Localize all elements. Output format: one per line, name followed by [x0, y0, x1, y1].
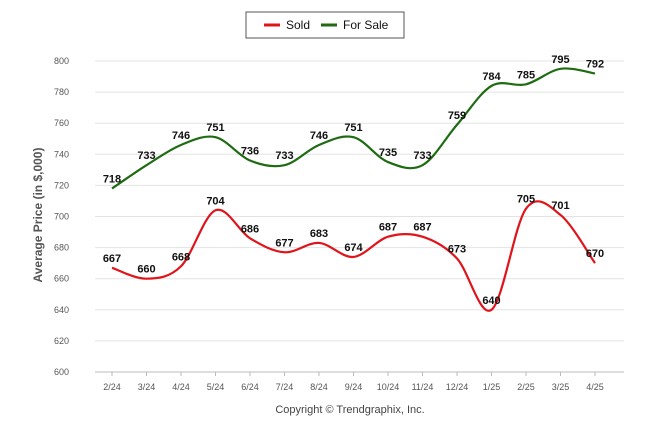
legend-label-for-sale: For Sale — [343, 18, 389, 32]
data-label-sold: 640 — [482, 295, 500, 307]
y-tick-label: 740 — [54, 149, 69, 159]
data-label-for-sale: 733 — [413, 150, 431, 162]
data-label-for-sale: 733 — [275, 150, 293, 162]
y-tick-label: 760 — [54, 118, 69, 128]
y-tick-label: 660 — [54, 274, 69, 284]
data-label-sold: 704 — [206, 195, 225, 207]
y-tick-label: 720 — [54, 180, 69, 190]
x-tick-label: 3/25 — [552, 382, 570, 392]
data-label-for-sale: 736 — [241, 146, 259, 158]
y-tick-label: 780 — [54, 87, 69, 97]
legend-label-sold: Sold — [286, 18, 310, 32]
x-tick-label: 6/24 — [241, 382, 259, 392]
data-label-for-sale: 785 — [517, 69, 535, 81]
copyright-footer: Copyright © Trendgraphix, Inc. — [275, 404, 424, 416]
data-label-for-sale: 746 — [310, 130, 328, 142]
data-label-for-sale: 735 — [379, 147, 397, 159]
legend: Sold For Sale — [245, 11, 405, 39]
y-tick-label: 620 — [54, 336, 69, 346]
x-tick-label: 11/24 — [412, 382, 434, 392]
y-tick-label: 680 — [54, 243, 69, 253]
x-tick-label: 1/25 — [483, 382, 501, 392]
data-labels: 667 660 668 704 686 677 683 674 687 687 673 640 705 7… — [103, 54, 604, 307]
data-label-sold: 705 — [517, 194, 535, 206]
x-tick-label: 8/24 — [310, 382, 328, 392]
data-label-sold: 667 — [103, 253, 121, 265]
series-lines — [111, 67, 596, 312]
x-tick-label: 4/25 — [586, 382, 604, 392]
data-label-sold: 674 — [344, 242, 363, 254]
data-label-for-sale: 751 — [344, 122, 362, 134]
y-tick-label: 700 — [54, 212, 69, 222]
y-tick-label: 600 — [54, 367, 69, 377]
data-label-for-sale: 733 — [137, 150, 155, 162]
data-label-sold: 668 — [172, 251, 190, 263]
data-label-sold: 686 — [241, 223, 259, 235]
x-tick-label: 2/25 — [517, 382, 535, 392]
x-tick-label: 3/24 — [138, 382, 156, 392]
y-axis-label: Average Price (in $,000) — [31, 148, 45, 283]
data-label-sold: 660 — [137, 264, 155, 276]
data-label-for-sale: 718 — [103, 174, 121, 186]
y-tick-label: 800 — [54, 56, 69, 66]
gridlines — [95, 60, 624, 373]
data-label-for-sale: 759 — [448, 110, 466, 122]
data-label-for-sale: 792 — [586, 58, 604, 70]
x-axis-ticks: 2/24 3/24 4/24 5/24 6/24 7/24 8/24 9/24 10/24 11/… — [103, 372, 604, 392]
data-label-sold: 683 — [310, 228, 328, 240]
data-label-sold: 670 — [586, 248, 604, 260]
x-tick-label: 5/24 — [207, 382, 225, 392]
x-tick-label: 10/24 — [377, 382, 400, 392]
series-line-for-sale — [111, 67, 596, 190]
data-label-for-sale: 795 — [551, 54, 569, 66]
y-tick-label: 640 — [54, 305, 69, 315]
x-tick-label: 7/24 — [276, 382, 294, 392]
data-label-sold: 701 — [551, 200, 569, 212]
data-label-sold: 687 — [413, 222, 431, 234]
x-tick-label: 2/24 — [103, 382, 121, 392]
data-label-sold: 677 — [275, 237, 293, 249]
data-label-for-sale: 746 — [172, 130, 190, 142]
x-tick-label: 4/24 — [172, 382, 190, 392]
data-label-sold: 687 — [379, 222, 397, 234]
y-axis-ticks: 600 620 640 660 680 700 720 740 760 780 800 — [54, 56, 69, 377]
data-label-sold: 673 — [448, 243, 466, 255]
series-line-sold — [111, 200, 596, 312]
x-tick-label: 12/24 — [446, 382, 469, 392]
data-label-for-sale: 784 — [482, 71, 501, 83]
x-tick-label: 9/24 — [345, 382, 363, 392]
data-label-for-sale: 751 — [206, 122, 224, 134]
